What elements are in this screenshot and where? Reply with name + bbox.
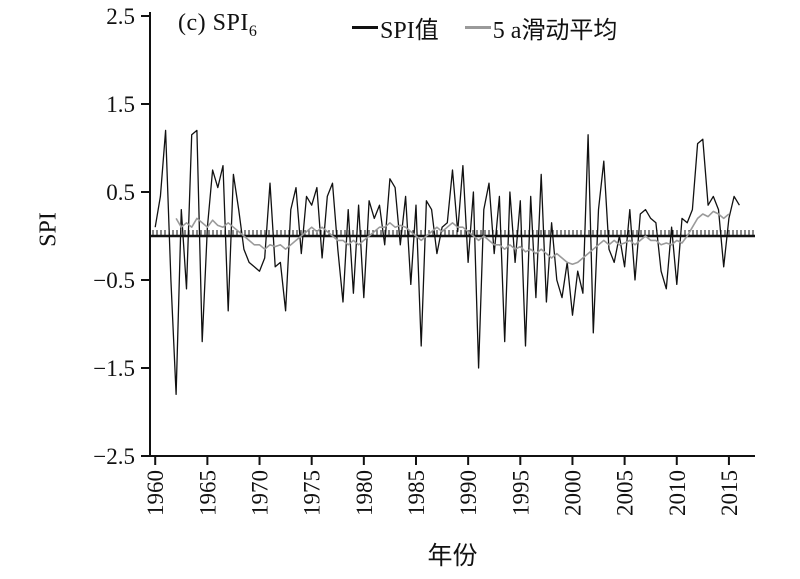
y-tick-label: 2.5: [106, 4, 135, 29]
x-tick-label: 1995: [508, 470, 533, 516]
x-tick-label: 2005: [613, 470, 638, 516]
x-tick-label: 2015: [717, 470, 742, 516]
chart-title-subscript: 6: [248, 22, 258, 40]
x-tick-label: 2010: [665, 470, 690, 516]
spi-line-swatch: [352, 26, 378, 29]
y-tick-label: −2.5: [93, 444, 135, 469]
legend-item-moving-average: 5 a滑动平均: [464, 10, 618, 45]
chart-title-main: (c) SPI: [178, 10, 249, 36]
x-tick-label: 1965: [195, 470, 220, 516]
legend-label-spi: SPI值: [380, 18, 439, 44]
x-axis-title: 年份: [427, 543, 478, 570]
y-tick-label: 0.5: [106, 180, 135, 205]
x-tick-label: 2000: [560, 470, 585, 516]
moving-average-line-swatch: [464, 26, 491, 29]
x-tick-label: 1980: [352, 470, 377, 516]
y-tick-label: −1.5: [93, 356, 135, 381]
x-tick-label: 1970: [248, 470, 273, 516]
legend-label-moving-average: 5 a滑动平均: [492, 18, 618, 44]
series-line-moving-average: [175, 210, 730, 266]
chart-legend: SPI值 5 a滑动平均: [352, 10, 617, 45]
x-tick-label: 1975: [300, 470, 325, 516]
chart-title: (c) SPI6: [178, 10, 257, 41]
y-tick-label: 1.5: [106, 92, 135, 117]
x-tick-label: 1960: [143, 470, 168, 516]
y-axis-title: SPI: [35, 212, 62, 247]
legend-item-spi: SPI值: [352, 10, 439, 45]
x-tick-label: 1985: [404, 470, 429, 516]
series-line-spi: [154, 129, 740, 396]
x-tick-label: 1990: [456, 470, 481, 516]
y-tick-label: −0.5: [93, 268, 135, 293]
